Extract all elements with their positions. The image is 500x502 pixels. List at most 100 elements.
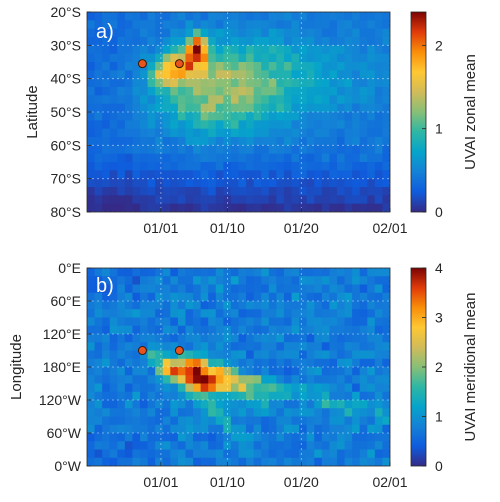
heatmap-cell bbox=[162, 145, 171, 155]
heatmap-cell bbox=[382, 153, 390, 163]
heatmap-cell bbox=[291, 457, 300, 466]
heatmap-cell bbox=[382, 20, 390, 30]
heatmap-cell bbox=[147, 145, 156, 155]
heatmap-cell bbox=[276, 334, 285, 343]
heatmap-cell bbox=[352, 424, 361, 434]
heatmap-cell bbox=[185, 187, 194, 196]
heatmap-cell bbox=[170, 391, 179, 401]
heatmap-cell bbox=[344, 301, 353, 310]
heatmap-cell bbox=[200, 145, 209, 155]
heatmap-cell bbox=[132, 170, 141, 180]
heatmap-cell bbox=[344, 70, 353, 80]
heatmap-cell bbox=[230, 128, 240, 138]
heatmap-cell bbox=[374, 383, 384, 393]
heatmap-cell bbox=[155, 162, 164, 171]
heatmap-cell bbox=[102, 162, 111, 171]
heatmap-cell bbox=[170, 301, 179, 310]
heatmap-cell bbox=[336, 37, 346, 46]
heatmap-cell bbox=[94, 70, 103, 80]
heatmap-cell bbox=[208, 350, 217, 360]
heatmap-cell bbox=[117, 70, 126, 80]
heatmap-cell bbox=[382, 317, 390, 327]
heatmap-cell bbox=[336, 53, 346, 63]
heatmap-cell bbox=[283, 103, 293, 113]
heatmap-cell bbox=[94, 95, 103, 105]
heatmap-cell bbox=[140, 45, 149, 55]
heatmap-cell bbox=[124, 375, 134, 385]
heatmap-cell bbox=[109, 187, 118, 196]
heatmap-cell bbox=[132, 87, 141, 96]
heatmap-cell bbox=[140, 441, 149, 451]
heatmap-cell bbox=[382, 342, 390, 352]
heatmap-cell bbox=[344, 112, 353, 121]
heatmap-cell bbox=[367, 400, 376, 409]
heatmap-cell bbox=[185, 112, 194, 121]
heatmap-cell bbox=[329, 301, 338, 310]
heatmap-cell bbox=[132, 53, 141, 63]
heatmap-cell bbox=[132, 457, 141, 466]
heatmap-cell bbox=[299, 128, 308, 138]
heatmap-cell bbox=[352, 433, 361, 442]
heatmap-cell bbox=[268, 325, 277, 335]
heatmap-cell bbox=[170, 424, 179, 434]
heatmap-cell bbox=[283, 170, 293, 180]
heatmap-cell bbox=[336, 145, 346, 155]
heatmap-cell bbox=[140, 358, 149, 368]
heatmap-cell bbox=[329, 203, 338, 212]
heatmap-cell bbox=[230, 62, 240, 71]
heatmap-cell bbox=[321, 87, 331, 96]
heatmap-cell bbox=[140, 53, 149, 63]
heatmap-cell bbox=[344, 12, 353, 21]
heatmap-cell bbox=[147, 178, 156, 188]
heatmap-cell bbox=[223, 62, 232, 71]
heatmap-cell bbox=[321, 441, 331, 451]
heatmap-cell bbox=[261, 358, 270, 368]
heatmap-cell bbox=[162, 195, 171, 205]
heatmap-cell bbox=[306, 95, 315, 105]
heatmap-cell bbox=[193, 95, 202, 105]
heatmap-cell bbox=[102, 350, 111, 360]
heatmap-cell bbox=[147, 112, 156, 121]
heatmap-cell bbox=[344, 103, 353, 113]
heatmap-cell bbox=[246, 309, 255, 319]
heatmap-cell bbox=[117, 195, 126, 205]
heatmap-cell bbox=[155, 383, 164, 393]
heatmap-cell bbox=[215, 342, 224, 352]
heatmap-cell bbox=[374, 137, 384, 146]
heatmap-cell bbox=[94, 408, 103, 418]
heatmap-cell bbox=[238, 383, 247, 393]
heatmap-cell bbox=[215, 375, 224, 385]
heatmap-cell bbox=[208, 103, 217, 113]
heatmap-cell bbox=[147, 45, 156, 55]
heatmap-cell bbox=[223, 162, 232, 171]
heatmap-cell bbox=[177, 416, 187, 426]
heatmap-cell bbox=[306, 317, 315, 327]
heatmap-cell bbox=[246, 28, 255, 38]
heatmap-cell bbox=[87, 284, 96, 294]
heatmap-cell bbox=[246, 62, 255, 71]
heatmap-cell bbox=[276, 162, 285, 171]
heatmap-cell bbox=[359, 112, 368, 121]
heatmap-cell bbox=[306, 383, 315, 393]
y-tick-label: 80°S bbox=[50, 204, 81, 220]
heatmap-cell bbox=[162, 391, 171, 401]
heatmap-cell bbox=[87, 358, 96, 368]
heatmap-cell bbox=[94, 309, 103, 319]
heatmap-cell bbox=[117, 325, 126, 335]
heatmap-cell bbox=[193, 317, 202, 327]
heatmap-cell bbox=[140, 162, 149, 171]
heatmap-cell bbox=[117, 87, 126, 96]
heatmap-cell bbox=[359, 153, 368, 163]
heatmap-cell bbox=[352, 408, 361, 418]
heatmap-cell bbox=[283, 457, 293, 466]
heatmap-cell bbox=[352, 62, 361, 71]
heatmap-cell bbox=[147, 400, 156, 409]
heatmap-cell bbox=[230, 383, 240, 393]
heatmap-cell bbox=[94, 103, 103, 113]
heatmap-cell bbox=[367, 53, 376, 63]
heatmap-cell bbox=[215, 145, 224, 155]
heatmap-cell bbox=[102, 28, 111, 38]
heatmap-cell bbox=[162, 20, 171, 30]
heatmap-cell bbox=[124, 153, 134, 163]
